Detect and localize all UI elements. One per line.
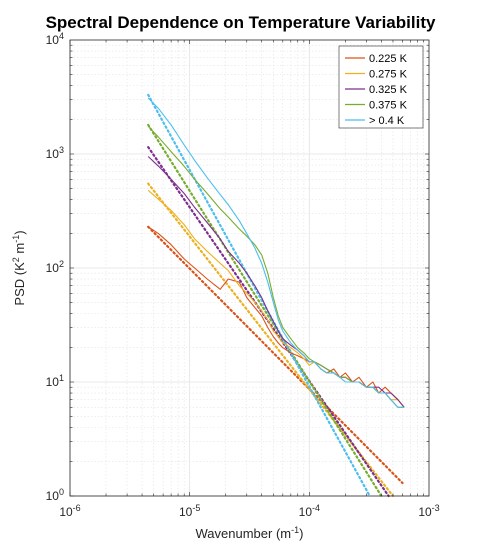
x-axis-label: Wavenumber (m-1) [196,525,304,541]
y-tick-label: 101 [46,373,64,389]
legend: 0.225 K 0.275 K 0.325 K 0.375 K > 0.4 K [338,45,424,129]
legend-label-3: 0.325 K [369,84,408,96]
series-lines [147,97,405,408]
x-tick-labels: 10-6 10-5 10-4 10-3 [59,503,439,519]
y-axis-label: PSD (K2 m-1) [11,230,27,305]
ticks [69,40,429,497]
y-tick-label: 104 [46,31,64,47]
series-line-1 [147,226,405,408]
legend-label-4: 0.375 K [369,100,408,112]
fit-line-5 [147,93,371,498]
y-tick-label: 100 [46,487,64,503]
x-tick-label: 10-4 [299,503,320,519]
fit-line-1 [147,225,404,485]
chart-title: Spectral Dependence on Temperature Varia… [46,13,436,32]
legend-label-1: 0.225 K [369,53,408,65]
legend-label-2: 0.275 K [369,69,408,81]
fit-line-4 [147,123,383,498]
grid [69,40,429,497]
y-tick-labels: 100 101 102 103 104 [46,31,64,503]
x-tick-label: 10-3 [418,503,439,519]
y-tick-label: 103 [46,145,64,161]
series-line-5 [147,97,405,408]
legend-label-5: > 0.4 K [369,115,405,127]
x-tick-label: 10-6 [59,503,80,519]
legend-box [338,45,424,129]
y-tick-label: 102 [46,259,64,275]
x-tick-label: 10-5 [179,503,200,519]
